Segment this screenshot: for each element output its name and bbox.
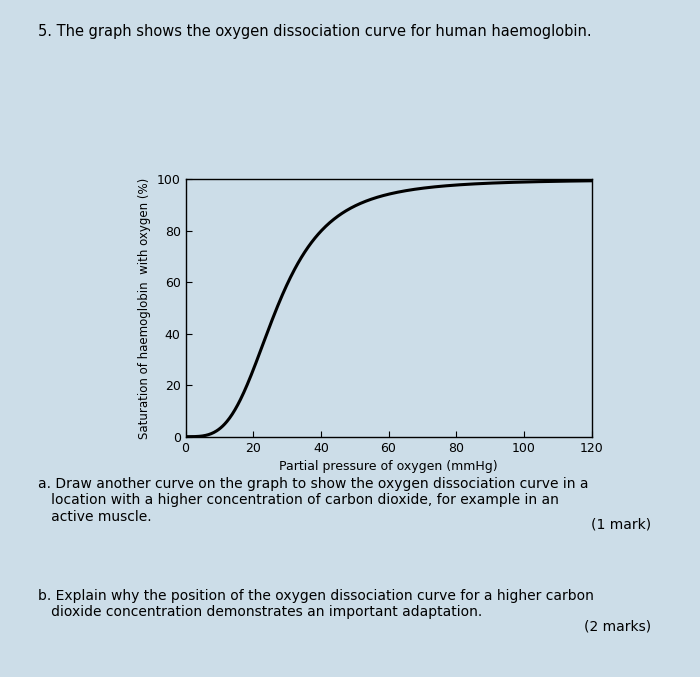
Text: (1 mark): (1 mark) <box>591 518 651 532</box>
Y-axis label: Saturation of haemoglobin  with oxygen (%): Saturation of haemoglobin with oxygen (%… <box>138 177 151 439</box>
X-axis label: Partial pressure of oxygen (mmHg): Partial pressure of oxygen (mmHg) <box>279 460 498 473</box>
Text: (2 marks): (2 marks) <box>584 619 651 634</box>
Text: 5. The graph shows the oxygen dissociation curve for human haemoglobin.: 5. The graph shows the oxygen dissociati… <box>38 24 592 39</box>
Text: b. Explain why the position of the oxygen dissociation curve for a higher carbon: b. Explain why the position of the oxyge… <box>38 589 594 619</box>
Text: a. Draw another curve on the graph to show the oxygen dissociation curve in a
  : a. Draw another curve on the graph to sh… <box>38 477 589 524</box>
